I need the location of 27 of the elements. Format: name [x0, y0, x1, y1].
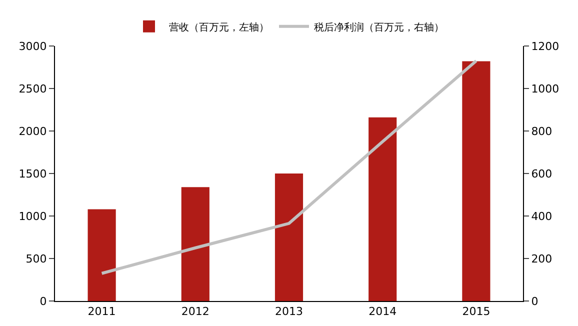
y-tick-label: 500	[26, 252, 47, 266]
legend-label: 税后净利润（百万元，右轴）	[314, 21, 444, 34]
x-tick-label: 2014	[368, 305, 397, 318]
bar	[368, 117, 397, 301]
bar	[462, 61, 490, 301]
y-tick-label: 1000	[18, 210, 47, 223]
x-tick-label: 2011	[88, 305, 116, 318]
x-tick-label: 2013	[275, 305, 303, 318]
y-tick-label: 0	[40, 294, 47, 308]
y2-tick-label: 200	[531, 252, 552, 266]
y-tick-label: 2000	[18, 124, 47, 138]
y2-tick-label: 800	[531, 124, 552, 138]
legend-label: 营收（百万元，左轴）	[169, 21, 269, 34]
y2-tick-label: 1000	[531, 82, 560, 96]
y2-tick-label: 1200	[531, 40, 560, 53]
y2-tick-label: 400	[531, 210, 552, 223]
y-tick-label: 3000	[18, 40, 47, 53]
x-tick-label: 2015	[462, 305, 490, 318]
y-tick-label: 2500	[18, 82, 47, 96]
y2-tick-label: 600	[531, 167, 552, 180]
line-series	[100, 59, 478, 275]
y2-tick-label: 0	[531, 294, 538, 308]
bar	[181, 187, 210, 301]
bar	[88, 209, 116, 301]
x-tick-label: 2012	[181, 305, 210, 318]
bar	[274, 174, 304, 301]
y-tick-label: 1500	[18, 167, 47, 180]
